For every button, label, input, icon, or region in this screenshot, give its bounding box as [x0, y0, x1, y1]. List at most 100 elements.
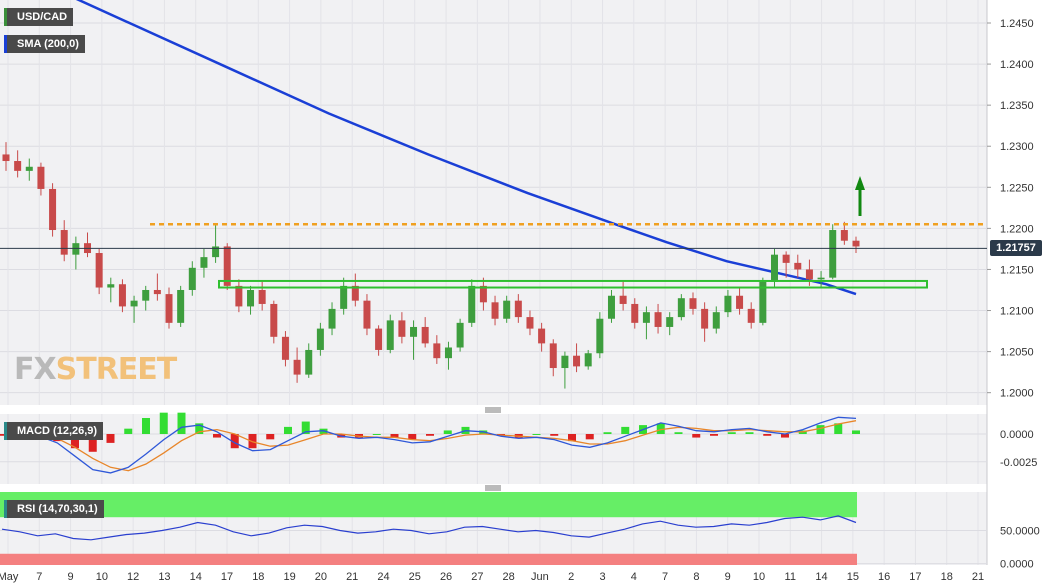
candle-body [817, 277, 825, 280]
date-tick-label: 17 [221, 571, 233, 583]
candle [165, 287, 173, 329]
date-tick-label: 11 [785, 571, 796, 583]
candle [759, 277, 767, 326]
candle [375, 325, 383, 356]
macd-histogram-bar [621, 426, 630, 434]
macd-label[interactable]: MACD (12,26,9) [4, 422, 104, 440]
rsi-tick-label: 50.0000 [1000, 525, 1040, 537]
macd-histogram-bar [674, 432, 683, 434]
macd-histogram-bar [710, 434, 718, 436]
candle [631, 298, 639, 329]
date-tick-label: 27 [471, 571, 483, 583]
sma-label[interactable]: SMA (200,0) [4, 35, 85, 53]
rsi-label[interactable]: RSI (14,70,30,1) [4, 500, 104, 518]
candle [596, 312, 604, 359]
candle-body [596, 318, 604, 354]
candle [223, 243, 231, 290]
date-tick-label: 24 [377, 571, 389, 583]
price-tick-label: 1.2450 [1000, 18, 1034, 30]
macd-histogram-bar [426, 434, 434, 436]
date-tick-label: 16 [878, 571, 890, 583]
price-axis-ticks: 1.2000 1.2050 1.2100 1.2150 1.2200 1.2250 1.23… [987, 18, 1034, 400]
sma-200-layer [75, 0, 857, 296]
macd-line [3, 416, 857, 474]
date-tick-label: 19 [283, 571, 295, 583]
date-tick-label: 15 [847, 571, 859, 583]
candle-body [514, 300, 522, 318]
candle [316, 322, 324, 356]
macd-histogram-bar [816, 425, 825, 434]
macd-tick-label: 0.0000 [1000, 429, 1034, 441]
last-price-text: 1.21757 [996, 242, 1036, 255]
candle-body [25, 166, 33, 171]
brand-street: STREET [55, 352, 178, 387]
candle-body [584, 353, 592, 367]
candle-body [852, 240, 860, 247]
candle-body [701, 308, 709, 329]
candle [270, 300, 278, 344]
candle [689, 292, 697, 315]
candle-body [677, 298, 685, 318]
candle-body [14, 161, 22, 171]
rsi-resize-handle[interactable] [485, 485, 501, 491]
macd-resize-handle[interactable] [484, 407, 502, 413]
date-tick-label: 10 [96, 571, 108, 583]
candle-body [829, 230, 837, 278]
candle [386, 314, 394, 354]
candle-body [759, 281, 767, 323]
date-tick-label: 14 [815, 571, 827, 583]
macd-label-text: MACD (12,26,9) [17, 425, 98, 437]
date-tick-label: 8 [693, 571, 699, 583]
candle [340, 277, 348, 315]
candle-body [736, 295, 744, 309]
rsi-tick-label: 0.0000 [1000, 559, 1034, 571]
candle-body [316, 328, 324, 350]
candle [49, 183, 57, 237]
candle-body [212, 246, 220, 258]
candle [491, 295, 499, 326]
candle-body [177, 289, 185, 323]
candle [351, 273, 359, 307]
candle-body [607, 295, 615, 319]
candle-body [805, 269, 813, 280]
candle-body [794, 262, 802, 270]
price-tick-label: 1.2100 [1000, 306, 1034, 318]
date-tick-label: 3 [599, 571, 605, 583]
candle-body [49, 188, 57, 231]
symbol-label[interactable]: USD/CAD [4, 8, 74, 26]
candle [247, 285, 255, 315]
candle-body [305, 349, 313, 375]
candle [514, 294, 522, 323]
candle [293, 347, 301, 383]
macd-histogram-bar [106, 434, 115, 443]
date-tick-label: 26 [440, 571, 452, 583]
date-tick-label: 21 [346, 571, 358, 583]
macd-histogram-bar [142, 418, 150, 434]
date-tick-label: 20 [315, 571, 327, 583]
oversold-zone [0, 553, 857, 565]
candle [456, 318, 464, 352]
candle-body [433, 343, 441, 359]
candle [584, 349, 592, 370]
symbol-label-text: USD/CAD [17, 11, 68, 23]
macd-histogram-bar [532, 434, 541, 435]
candle [107, 277, 115, 303]
candle-body [421, 326, 429, 344]
candle-body [72, 243, 80, 255]
price-panel-bg [0, 0, 987, 405]
candle [829, 224, 837, 280]
candle-body [258, 289, 266, 304]
macd-histogram-bar [266, 434, 275, 440]
candle [782, 251, 790, 278]
up-arrow-icon [855, 176, 865, 216]
date-tick-label: 9 [725, 571, 731, 583]
candle [153, 273, 161, 301]
candle-body [468, 285, 476, 323]
candle-body [165, 294, 173, 323]
candle-body [130, 300, 138, 307]
macd-histogram-bar [852, 430, 860, 434]
candle-body [444, 347, 452, 359]
candle-body [270, 303, 278, 337]
date-tick-label: 7 [36, 571, 42, 583]
candle-body [142, 289, 150, 301]
